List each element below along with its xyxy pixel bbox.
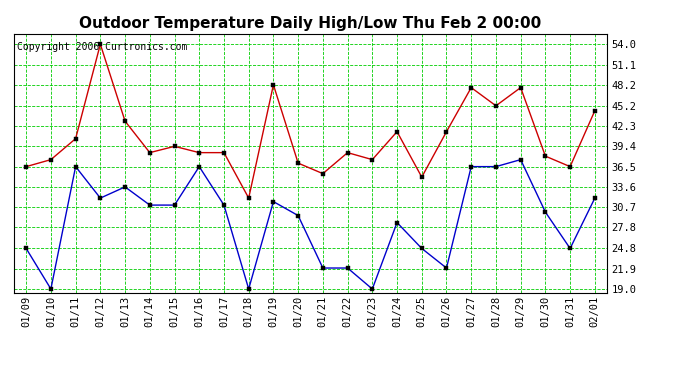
- Text: Copyright 2006 Curtronics.com: Copyright 2006 Curtronics.com: [17, 42, 187, 51]
- Title: Outdoor Temperature Daily High/Low Thu Feb 2 00:00: Outdoor Temperature Daily High/Low Thu F…: [79, 16, 542, 31]
